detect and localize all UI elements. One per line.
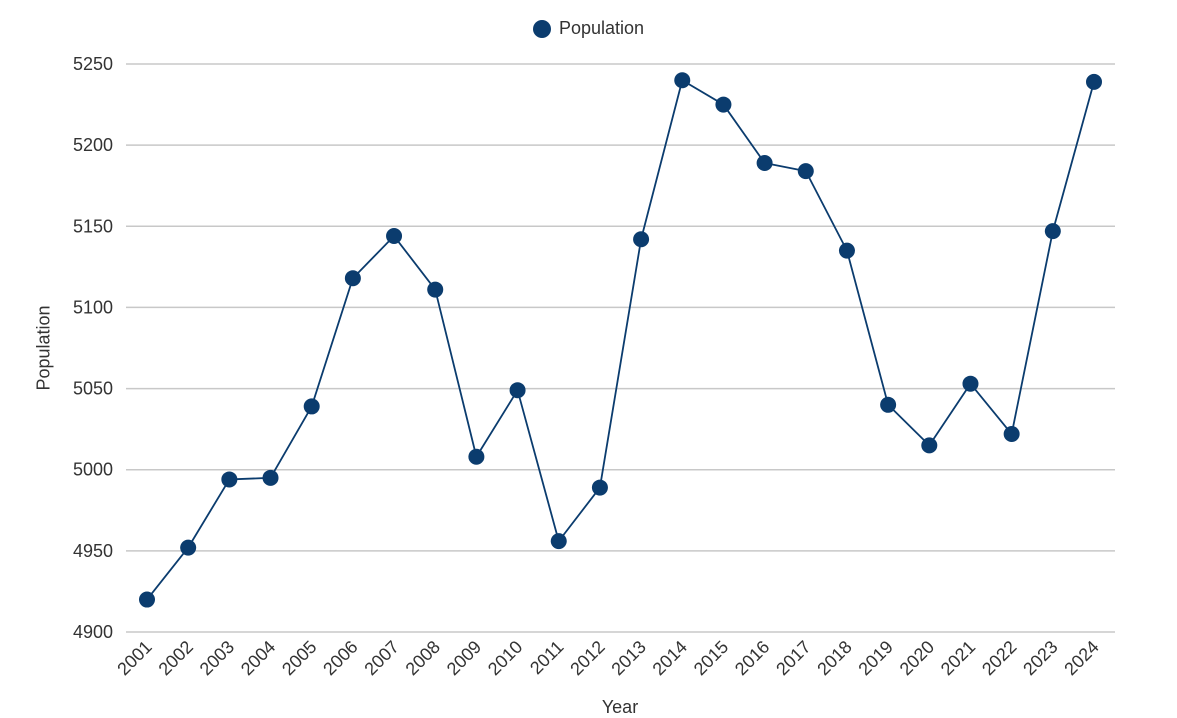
- series-line: [146, 79, 1095, 601]
- x-tick-label: 2024: [1060, 637, 1102, 679]
- data-point-2015[interactable]: [715, 96, 732, 113]
- gridlines: [126, 63, 1115, 633]
- x-tick-label: 2007: [360, 637, 402, 679]
- data-point-2014[interactable]: [674, 72, 691, 89]
- y-tick-label: 5000: [73, 460, 113, 480]
- data-point-2006[interactable]: [344, 270, 361, 287]
- data-point-2010[interactable]: [509, 382, 526, 399]
- y-tick-label: 5200: [73, 135, 113, 155]
- y-tick-label: 5250: [73, 54, 113, 74]
- x-tick-label: 2014: [649, 637, 691, 679]
- x-tick-label: 2019: [854, 637, 896, 679]
- x-axis-title: Year: [601, 697, 639, 717]
- x-tick-label: 2011: [526, 637, 568, 679]
- data-point-2009[interactable]: [468, 448, 485, 465]
- data-point-2018[interactable]: [838, 242, 855, 259]
- x-tick-label: 2020: [896, 637, 938, 679]
- x-tick-label: 2022: [978, 637, 1020, 679]
- data-point-2016[interactable]: [756, 154, 773, 171]
- data-point-2019[interactable]: [880, 396, 897, 413]
- x-tick-label: 2002: [155, 637, 197, 679]
- data-point-2021[interactable]: [962, 375, 979, 392]
- x-tick-label: 2021: [937, 637, 979, 679]
- data-point-2003[interactable]: [221, 471, 238, 488]
- chart-legend[interactable]: Population: [0, 18, 1177, 39]
- y-tick-label: 4950: [73, 541, 113, 561]
- x-tick-label: 2015: [690, 637, 732, 679]
- legend-label: Population: [558, 18, 645, 38]
- data-point-2004[interactable]: [262, 469, 279, 486]
- y-tick-label: 5100: [73, 297, 113, 317]
- x-tick-label: 2009: [443, 637, 485, 679]
- x-tick-label: 2001: [113, 637, 155, 679]
- y-tick-label: 5150: [73, 216, 113, 236]
- data-point-2001[interactable]: [139, 591, 155, 608]
- x-tick-label: 2008: [402, 637, 444, 679]
- data-point-2023[interactable]: [1044, 223, 1061, 240]
- data-point-2002[interactable]: [180, 539, 197, 556]
- data-point-2012[interactable]: [591, 479, 608, 496]
- y-axis-title: Population: [33, 305, 54, 391]
- data-point-2022[interactable]: [1003, 426, 1020, 443]
- x-tick-label: 2006: [319, 637, 361, 679]
- data-point-2008[interactable]: [427, 281, 444, 298]
- x-tick-label: 2016: [731, 637, 773, 679]
- data-point-2020[interactable]: [921, 437, 938, 454]
- data-point-2011[interactable]: [550, 533, 567, 550]
- data-point-2024[interactable]: [1086, 73, 1102, 90]
- x-tick-label: 2013: [607, 637, 649, 679]
- series-population: [139, 72, 1102, 608]
- x-tick-label: 2012: [566, 637, 608, 679]
- x-axis-ticks: 2001200220032004200520062007200820092010…: [113, 637, 1102, 679]
- x-tick-label: 2005: [278, 637, 320, 679]
- data-point-2005[interactable]: [303, 398, 320, 415]
- data-point-2017[interactable]: [797, 163, 814, 180]
- x-tick-label: 2004: [237, 637, 279, 679]
- x-tick-label: 2003: [196, 637, 238, 679]
- x-tick-label: 2023: [1019, 637, 1061, 679]
- x-tick-label: 2010: [484, 637, 526, 679]
- x-tick-label: 2018: [813, 637, 855, 679]
- x-tick-label: 2017: [772, 637, 814, 679]
- y-tick-label: 4900: [73, 622, 113, 642]
- data-point-2013[interactable]: [633, 231, 650, 248]
- y-axis-ticks: 4900 4950 5000 5050 5100 5150 5200 5250: [73, 54, 113, 642]
- legend-marker-icon: [532, 19, 551, 38]
- y-tick-label: 5050: [73, 379, 113, 399]
- data-point-2007[interactable]: [386, 228, 403, 245]
